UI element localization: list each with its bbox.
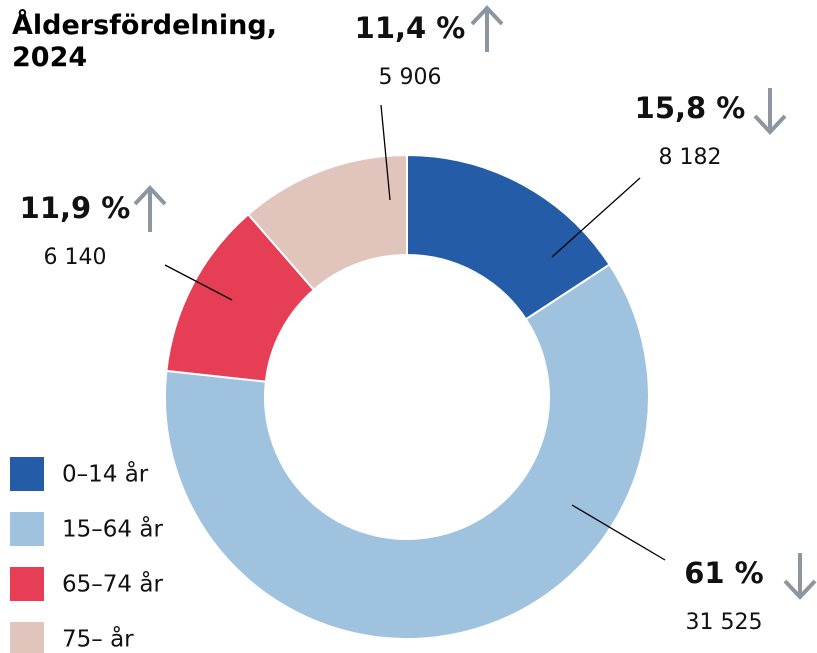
chart-title: Åldersfördelning, 2024 xyxy=(12,10,277,73)
legend-label: 0–14 år xyxy=(62,460,149,488)
leader-line xyxy=(164,264,233,301)
legend-label: 75– år xyxy=(62,625,134,653)
percent-label: 15,8 % xyxy=(635,91,746,125)
legend-swatch xyxy=(10,457,44,491)
legend-label: 65–74 år xyxy=(62,570,163,598)
count-label: 5 906 xyxy=(379,65,442,90)
legend-swatch xyxy=(10,567,44,601)
leader-line xyxy=(551,177,641,258)
legend-swatch xyxy=(10,512,44,546)
trend-arrow xyxy=(783,553,817,600)
percent-label: 11,4 % xyxy=(355,11,466,45)
slice xyxy=(164,263,650,640)
trend-arrow xyxy=(133,185,167,232)
leader-line xyxy=(571,504,666,561)
leader-line xyxy=(380,104,391,201)
count-label: 8 182 xyxy=(659,145,722,170)
trend-arrow xyxy=(753,88,787,135)
percent-label: 11,9 % xyxy=(20,191,131,225)
percent-label: 61 % xyxy=(684,556,764,590)
count-label: 31 525 xyxy=(686,610,763,635)
count-label: 6 140 xyxy=(44,245,107,270)
legend-swatch xyxy=(10,622,44,653)
slice xyxy=(246,153,408,292)
legend-label: 15–64 år xyxy=(62,515,163,543)
trend-arrow xyxy=(470,5,504,52)
